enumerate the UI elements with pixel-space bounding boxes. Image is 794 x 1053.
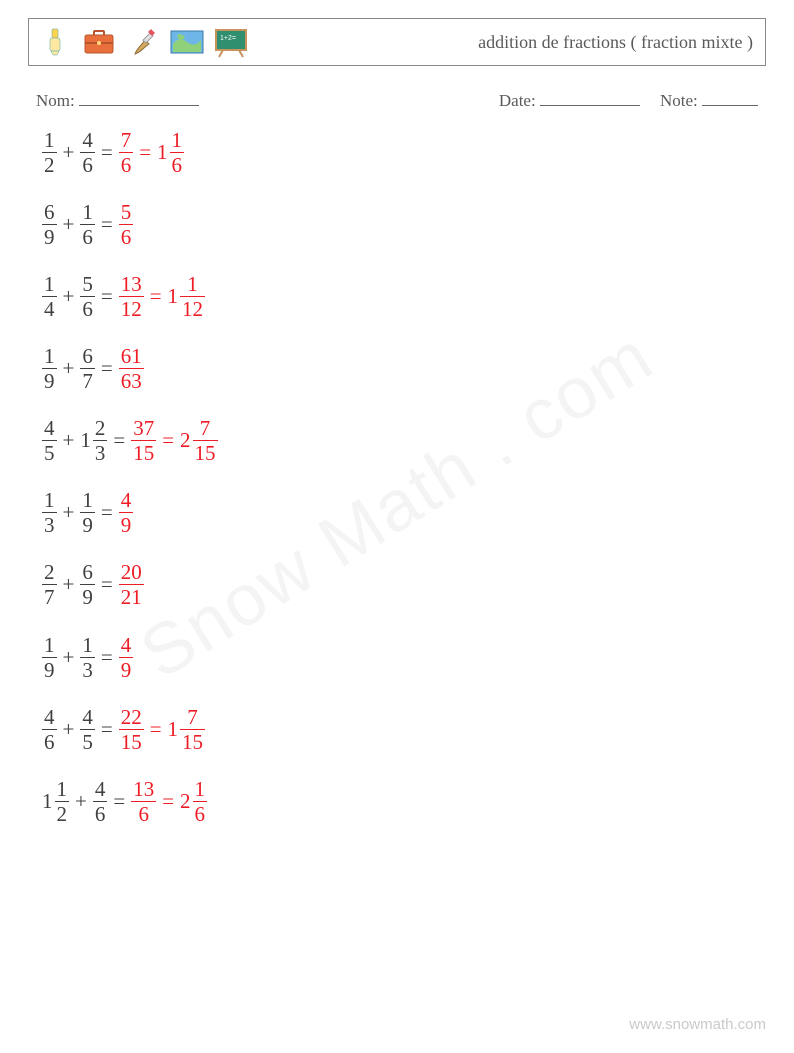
- problem-row: 45+123=3715=2715: [42, 417, 766, 464]
- answer: 3715: [131, 417, 156, 464]
- operator: +: [63, 717, 75, 742]
- operator: +: [63, 428, 75, 453]
- fraction: 13: [80, 634, 95, 681]
- problem-row: 19+13=49: [42, 634, 766, 681]
- problem-row: 12+46=76=116: [42, 129, 766, 176]
- info-row: Nom: Date: Note:: [36, 88, 758, 111]
- problem-row: 14+56=1312=1112: [42, 273, 766, 320]
- problem-row: 69+16=56: [42, 201, 766, 248]
- fraction: 715: [193, 417, 218, 464]
- fraction: 19: [42, 634, 57, 681]
- problem-row: 27+69=2021: [42, 561, 766, 608]
- equals: =: [101, 572, 113, 597]
- date-blank[interactable]: [540, 88, 640, 106]
- answer: 2715: [180, 417, 218, 464]
- equals: =: [101, 212, 113, 237]
- fraction: 69: [80, 561, 95, 608]
- fraction: 12: [55, 778, 70, 825]
- operator: +: [63, 284, 75, 309]
- footer-url: www.snowmath.com: [629, 1016, 766, 1033]
- equals: =: [150, 284, 162, 309]
- svg-text:1+2=: 1+2=: [220, 35, 236, 42]
- fraction: 16: [80, 201, 95, 248]
- header-icons: 1+2=: [37, 24, 249, 60]
- problem-row: 112+46=136=216: [42, 778, 766, 825]
- fraction: 19: [80, 489, 95, 536]
- answer: 76: [119, 129, 134, 176]
- operator: +: [63, 140, 75, 165]
- answer: 136: [131, 778, 156, 825]
- equals: =: [101, 284, 113, 309]
- equals: =: [113, 789, 125, 814]
- operator: +: [63, 212, 75, 237]
- fraction: 67: [80, 345, 95, 392]
- answer: 1112: [168, 273, 206, 320]
- equals: =: [162, 789, 174, 814]
- problem-row: 13+19=49: [42, 489, 766, 536]
- answer: 216: [180, 778, 207, 825]
- answer: 56: [119, 201, 134, 248]
- fraction: 45: [42, 417, 57, 464]
- fraction: 56: [80, 273, 95, 320]
- answer: 2215: [119, 706, 144, 753]
- name-blank[interactable]: [79, 88, 199, 106]
- equals: =: [113, 428, 125, 453]
- briefcase-icon: [81, 24, 117, 60]
- answer: 49: [119, 634, 134, 681]
- fraction: 715: [180, 706, 205, 753]
- answer: 49: [119, 489, 134, 536]
- fraction: 16: [193, 778, 208, 825]
- highlighter-icon: [37, 24, 73, 60]
- score-blank[interactable]: [702, 88, 758, 106]
- equals: =: [162, 428, 174, 453]
- operator: +: [63, 572, 75, 597]
- equals: =: [101, 140, 113, 165]
- fraction: 13: [42, 489, 57, 536]
- answer: 1312: [119, 273, 144, 320]
- fraction: 12: [42, 129, 57, 176]
- problems-list: 12+46=76=11669+16=5614+56=1312=111219+67…: [42, 129, 766, 825]
- equals: =: [101, 356, 113, 381]
- mixed-number: 123: [80, 417, 107, 464]
- equals: =: [150, 717, 162, 742]
- operator: +: [63, 500, 75, 525]
- date-label: Date:: [499, 91, 536, 110]
- problem-row: 46+45=2215=1715: [42, 706, 766, 753]
- fraction: 45: [80, 706, 95, 753]
- chalkboard-icon: 1+2=: [213, 24, 249, 60]
- answer: 116: [157, 129, 184, 176]
- header-box: 1+2= addition de fractions ( fraction mi…: [28, 18, 766, 66]
- map-icon: [169, 24, 205, 60]
- fraction: 69: [42, 201, 57, 248]
- name-label: Nom:: [36, 91, 75, 111]
- mixed-number: 112: [42, 778, 69, 825]
- fraction: 112: [180, 273, 205, 320]
- answer: 2021: [119, 561, 144, 608]
- fraction: 46: [80, 129, 95, 176]
- fraction: 16: [170, 129, 185, 176]
- score-label: Note:: [660, 91, 698, 110]
- operator: +: [63, 645, 75, 670]
- fraction: 19: [42, 345, 57, 392]
- problem-row: 19+67=6163: [42, 345, 766, 392]
- equals: =: [101, 717, 113, 742]
- answer: 6163: [119, 345, 144, 392]
- fraction: 23: [93, 417, 108, 464]
- answer: 1715: [168, 706, 206, 753]
- operator: +: [75, 789, 87, 814]
- equals: =: [139, 140, 151, 165]
- paintbrush-icon: [125, 24, 161, 60]
- equals: =: [101, 645, 113, 670]
- fraction: 46: [42, 706, 57, 753]
- fraction: 27: [42, 561, 57, 608]
- worksheet-title: addition de fractions ( fraction mixte ): [478, 32, 753, 53]
- fraction: 14: [42, 273, 57, 320]
- equals: =: [101, 500, 113, 525]
- operator: +: [63, 356, 75, 381]
- fraction: 46: [93, 778, 108, 825]
